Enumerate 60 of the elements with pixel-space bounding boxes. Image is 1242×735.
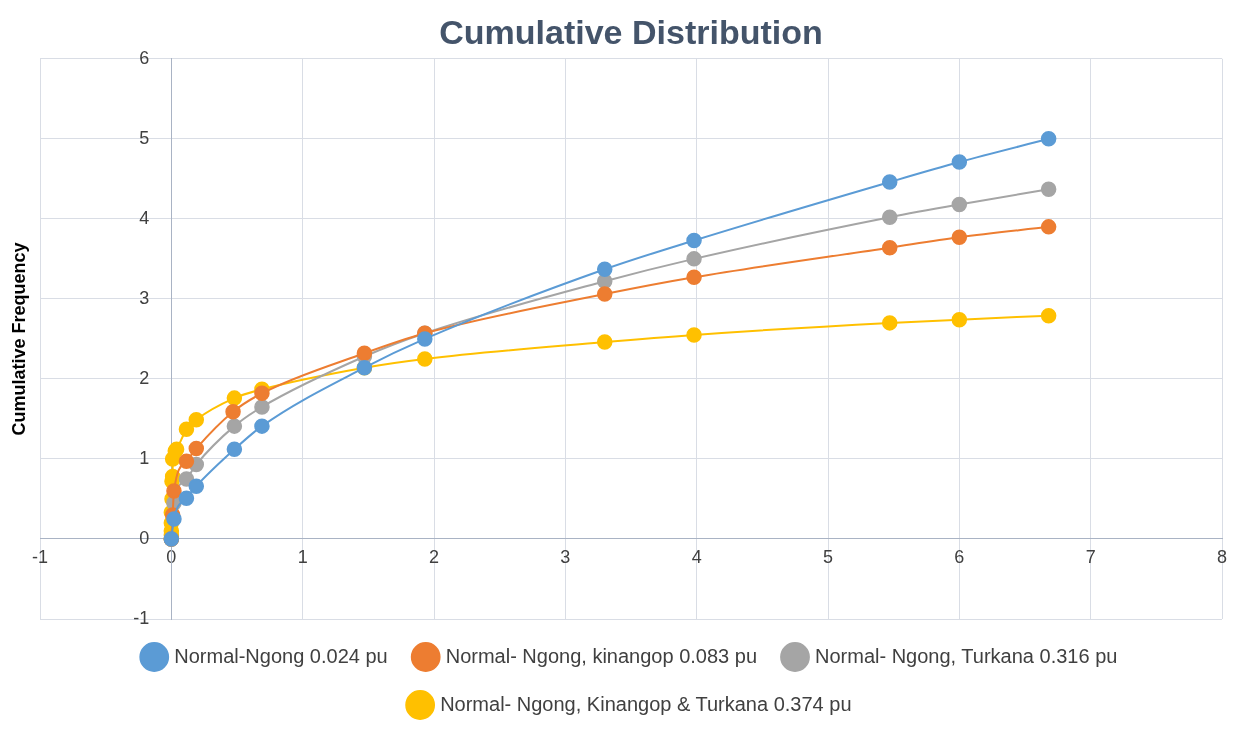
point	[1040, 307, 1057, 324]
point	[686, 269, 702, 286]
point	[188, 440, 205, 457]
x-tick-label: 3	[560, 546, 571, 567]
point	[254, 399, 270, 415]
point	[881, 239, 898, 256]
point	[226, 418, 243, 434]
x-tick-label: -1	[31, 546, 49, 567]
y-tick-label: 5	[139, 127, 150, 148]
x-tick-label: 5	[822, 546, 834, 567]
point	[226, 441, 243, 458]
point	[1040, 219, 1057, 235]
x-tick-label: 6	[954, 546, 965, 567]
x-tick-label: 7	[1085, 546, 1096, 567]
point	[596, 286, 613, 302]
y-axis-title: Cumulative Frequency	[8, 242, 29, 436]
chart-title: Cumulative Distribution	[439, 12, 823, 51]
point	[226, 390, 243, 406]
x-tick-label: 2	[428, 546, 440, 567]
y-tick-label: 4	[139, 207, 150, 228]
point	[1040, 181, 1057, 197]
point	[596, 261, 613, 278]
y-tick-label: 1	[139, 447, 150, 468]
point	[417, 331, 433, 347]
point	[254, 385, 270, 402]
y-tick-label: 3	[139, 287, 150, 308]
point	[166, 483, 182, 499]
point	[951, 154, 968, 170]
point	[166, 511, 182, 527]
point	[178, 421, 195, 438]
point	[178, 453, 195, 470]
point	[1040, 131, 1057, 147]
y-tick-label: 0	[139, 527, 150, 548]
point	[178, 490, 195, 506]
point	[951, 229, 968, 246]
x-tick-label: 4	[691, 546, 702, 567]
point	[881, 174, 898, 190]
legend-label: Normal-Ngong 0.024 pu	[174, 644, 388, 667]
x-tick-label: 8	[1216, 546, 1228, 567]
legend-label: Normal- Ngong, Turkana 0.316 pu	[815, 644, 1118, 667]
legend-label: Normal- Ngong, kinangop 0.083 pu	[445, 644, 758, 667]
y-tick-label: 2	[139, 367, 150, 388]
point	[686, 327, 702, 343]
x-tick-label: 0	[166, 546, 177, 567]
point	[188, 478, 205, 494]
point	[951, 196, 968, 213]
y-tick-label: 6	[139, 47, 150, 68]
point	[596, 334, 613, 350]
point	[417, 351, 433, 367]
y-tick-label: -1	[133, 607, 150, 628]
point	[881, 315, 898, 331]
point	[951, 311, 968, 328]
point	[881, 209, 898, 226]
point	[686, 251, 702, 267]
x-tick-label: 1	[297, 546, 308, 567]
point	[686, 232, 702, 249]
point	[188, 411, 205, 428]
point	[225, 403, 241, 420]
point	[254, 418, 270, 434]
legend-label: Normal- Ngong, Kinangop & Turkana 0.374 pu	[440, 692, 852, 715]
